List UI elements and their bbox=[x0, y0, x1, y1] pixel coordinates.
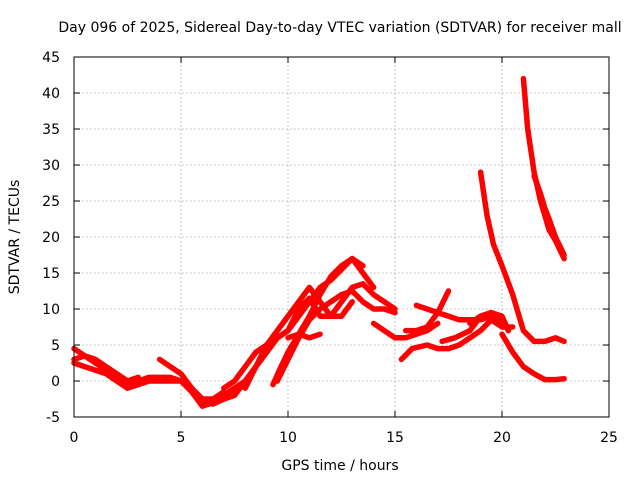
x-axis-label: GPS time / hours bbox=[281, 458, 398, 474]
x-tick-label: 20 bbox=[493, 430, 511, 446]
tick-layer: 0 5 10 15 20 25 -5 0 5 10 15 20 25 30 35 40 45 bbox=[42, 50, 618, 446]
y-tick-label: 25 bbox=[42, 194, 60, 210]
x-tick-label: 15 bbox=[386, 430, 404, 446]
series-arc-14 bbox=[402, 288, 452, 334]
series-arc-11 bbox=[370, 320, 441, 341]
x-tick-label: 0 bbox=[70, 430, 79, 446]
series-arc-7 bbox=[242, 284, 355, 391]
y-axis-label: SDTVAR / TECUs bbox=[7, 180, 23, 295]
series-arc-13 bbox=[413, 302, 505, 327]
series-arc-17 bbox=[499, 331, 567, 383]
x-tick-label: 5 bbox=[177, 430, 186, 446]
x-tick-label: 10 bbox=[279, 430, 297, 446]
series-arc-19 bbox=[520, 75, 567, 262]
y-tick-label: 30 bbox=[42, 158, 60, 174]
series-arc-9 bbox=[270, 255, 366, 388]
y-tick-label: 10 bbox=[42, 302, 60, 318]
x-tick-label: 25 bbox=[600, 430, 618, 446]
y-tick-label: 40 bbox=[42, 86, 60, 102]
series-arc-6 bbox=[221, 281, 398, 391]
y-tick-label: 5 bbox=[51, 338, 60, 354]
y-tick-label: 20 bbox=[42, 230, 60, 246]
y-tick-label: 45 bbox=[42, 50, 60, 66]
y-tick-label: 0 bbox=[51, 374, 60, 390]
y-tick-label: 15 bbox=[42, 266, 60, 282]
series-arc-18 bbox=[477, 169, 567, 345]
series-layer bbox=[71, 75, 567, 409]
chart-title: Day 096 of 2025, Sidereal Day-to-day VTE… bbox=[58, 20, 621, 36]
series-arc-10 bbox=[285, 331, 323, 341]
y-tick-label: -5 bbox=[46, 410, 60, 426]
y-tick-label: 35 bbox=[42, 122, 60, 138]
series-arc-16 bbox=[467, 309, 512, 334]
series-arc-20 bbox=[531, 173, 567, 258]
series-arc-4 bbox=[156, 356, 227, 402]
series-arc-3 bbox=[71, 353, 141, 384]
series-arc-12 bbox=[398, 317, 516, 363]
